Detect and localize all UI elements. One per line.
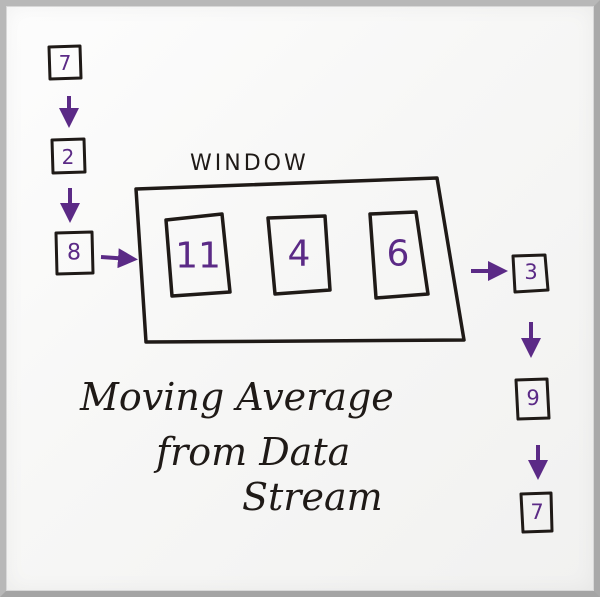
caption: Moving Average from Data Stream xyxy=(79,375,394,519)
output-item-value: 3 xyxy=(524,260,537,284)
caption-line-3: Stream xyxy=(242,475,383,519)
input-item-value: 8 xyxy=(67,241,81,266)
caption-line-2: from Data xyxy=(153,430,350,474)
input-item-box xyxy=(47,44,83,81)
window-item-value: 6 xyxy=(387,234,410,275)
window-item-1: 11 xyxy=(164,212,232,298)
input-item-value: 2 xyxy=(62,145,75,169)
output-item-value: 7 xyxy=(530,500,543,524)
window-item-value: 4 xyxy=(288,234,311,275)
arrow-right-icon xyxy=(100,248,138,269)
caption-line-1: Moving Average xyxy=(79,375,394,419)
input-item-2: 2 xyxy=(50,137,87,175)
input-item-box xyxy=(54,230,95,276)
input-stream: 7 2 8 xyxy=(47,44,138,276)
input-item-1: 7 xyxy=(47,44,83,81)
window-label: WINDOW xyxy=(190,151,309,176)
output-stream: 3 9 7 xyxy=(471,253,554,534)
window-item-value: 11 xyxy=(175,236,221,277)
window-item-box xyxy=(164,212,232,298)
input-item-3: 8 xyxy=(54,230,95,276)
window-item-3: 6 xyxy=(368,210,430,300)
window: WINDOW 11 4 6 xyxy=(134,151,466,344)
output-item-2: 9 xyxy=(514,377,551,421)
output-item-1: 3 xyxy=(511,253,550,294)
output-item-value: 9 xyxy=(526,386,539,410)
input-item-box xyxy=(50,137,87,175)
output-item-box xyxy=(519,491,554,534)
window-frame xyxy=(134,176,466,344)
window-item-box xyxy=(266,214,332,296)
window-item-box xyxy=(368,210,430,300)
window-item-2: 4 xyxy=(266,214,332,296)
output-item-box xyxy=(511,253,550,294)
output-item-3: 7 xyxy=(519,491,554,534)
input-item-value: 7 xyxy=(59,51,72,75)
output-item-box xyxy=(514,377,551,421)
